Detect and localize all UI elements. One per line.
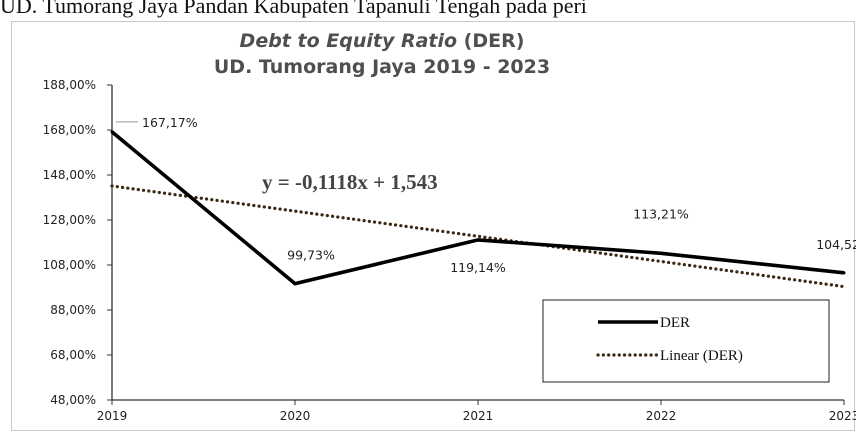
y-tick-label: 168,00%: [43, 123, 96, 137]
der-data-label: 113,21%: [633, 206, 689, 221]
legend-label-linear: Linear (DER): [660, 348, 743, 364]
x-tick-label: 2020: [280, 409, 311, 423]
chart-subtitle: UD. Tumorang Jaya 2019 - 2023: [214, 56, 550, 78]
trendline-equation: y = -0,1118x + 1,543: [262, 170, 438, 194]
axes: [107, 84, 845, 405]
der-data-point: [842, 271, 846, 275]
tick-labels: 188,00% 168,00% 148,00% 128,00% 108,00% 88,00…: [43, 78, 856, 423]
der-data-label: 119,14%: [450, 260, 506, 275]
y-tick-label: 128,00%: [43, 213, 96, 227]
chart-title-italic: Debt to Equity Ratio: [240, 30, 458, 52]
der-data-point: [110, 130, 114, 134]
chart-title-line-1: Debt to Equity Ratio (DER): [240, 30, 525, 52]
series: [110, 130, 846, 289]
der-data-point: [476, 238, 480, 242]
chart-frame: 188,00% 168,00% 148,00% 128,00% 108,00% 88,00…: [11, 21, 856, 431]
der-data-point: [659, 251, 663, 255]
legend: DER Linear (DER): [542, 299, 830, 383]
legend-label-der: DER: [660, 315, 690, 331]
y-tick-label: 88,00%: [50, 303, 96, 317]
der-data-label: 99,73%: [287, 248, 335, 263]
trendline-series: [110, 184, 846, 289]
y-tick-label: 148,00%: [43, 168, 96, 182]
der-chart: 188,00% 168,00% 148,00% 128,00% 108,00% 88,00…: [43, 30, 856, 423]
der-data-point: [293, 282, 297, 286]
der-data-label: 167,17%: [142, 115, 198, 130]
x-tick-label: 2021: [463, 409, 494, 423]
legend-box: [542, 299, 830, 383]
y-tick-label: 68,00%: [50, 348, 96, 362]
y-tick-label: 48,00%: [50, 393, 96, 407]
page-caption: UD. Tumorang Jaya Pandan Kabupaten Tapan…: [0, 0, 587, 18]
chart-title-suffix: (DER): [457, 30, 524, 52]
data-labels: 167,17% 99,73% 119,14% 113,21% 104,52%: [116, 115, 856, 275]
chart-title: Debt to Equity Ratio (DER) UD. Tumorang …: [214, 30, 550, 78]
y-tick-label: 188,00%: [43, 78, 96, 92]
x-tick-label: 2023: [829, 409, 856, 423]
der-data-label: 104,52%: [816, 237, 856, 252]
x-tick-label: 2022: [646, 409, 677, 423]
x-tick-label: 2019: [97, 409, 128, 423]
y-tick-label: 108,00%: [43, 258, 96, 272]
